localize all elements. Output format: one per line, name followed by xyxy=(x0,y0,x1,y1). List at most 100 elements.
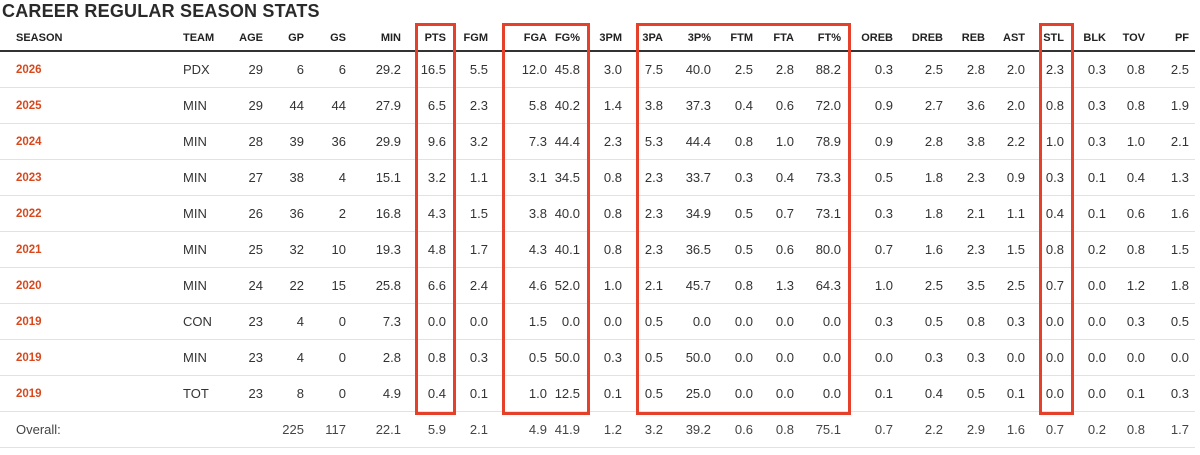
stat-cell: MIN xyxy=(170,267,230,304)
column-header: 3PA xyxy=(628,26,669,52)
stat-cell: 0.7 xyxy=(1031,267,1070,304)
stat-cell: 0.8 xyxy=(1031,231,1070,268)
stat-cell: 5.3 xyxy=(628,123,669,160)
stat-cell: TOT xyxy=(170,375,230,412)
stat-cell: 10 xyxy=(310,231,352,268)
stat-cell: 37.3 xyxy=(669,87,717,124)
total-cell: 3.2 xyxy=(628,411,669,448)
stat-cell: 2.4 xyxy=(452,267,494,304)
stat-cell: 1.5 xyxy=(1151,231,1195,268)
stat-cell: 7.3 xyxy=(352,303,407,340)
column-header: AST xyxy=(991,26,1031,52)
column-header: REB xyxy=(949,26,991,52)
stat-cell: 1.0 xyxy=(1112,123,1151,160)
stat-cell: 0.8 xyxy=(407,339,452,376)
column-header: GS xyxy=(310,26,352,52)
stat-cell: MIN xyxy=(170,195,230,232)
column-header: PF xyxy=(1151,26,1195,52)
stat-cell: 0.9 xyxy=(847,123,899,160)
total-cell: 22.1 xyxy=(352,411,407,448)
stat-cell: 0.3 xyxy=(717,159,759,196)
stat-cell: 45.7 xyxy=(669,267,717,304)
stat-cell: 44 xyxy=(269,87,310,124)
stat-cell: 29 xyxy=(230,51,269,88)
stat-cell: 0.0 xyxy=(717,303,759,340)
total-cell: 0.2 xyxy=(1070,411,1112,448)
stat-cell: 0.0 xyxy=(1151,339,1195,376)
season-cell: 2022 xyxy=(0,195,170,232)
stat-cell: 4 xyxy=(310,159,352,196)
stat-cell: 2.5 xyxy=(991,267,1031,304)
stat-cell: 0.5 xyxy=(949,375,991,412)
stat-cell: 0.0 xyxy=(991,339,1031,376)
total-cell: 1.6 xyxy=(991,411,1031,448)
stat-cell: 0.1 xyxy=(452,375,494,412)
stat-cell: 0.7 xyxy=(759,195,800,232)
total-row: Overall: 225 117 22.1 5.9 2.1 4.9 41.9 1.2 3.2 39.… xyxy=(0,411,1195,448)
stat-cell: 7.5 xyxy=(628,51,669,88)
column-header: TOV xyxy=(1112,26,1151,52)
stat-cell: 40.0 xyxy=(553,195,586,232)
stat-cell: 0.3 xyxy=(1070,51,1112,88)
stat-cell: 2.8 xyxy=(949,51,991,88)
stat-cell: 44 xyxy=(310,87,352,124)
stat-cell: 1.1 xyxy=(452,159,494,196)
stat-cell: 0.5 xyxy=(717,195,759,232)
stat-cell: 1.9 xyxy=(1151,87,1195,124)
stat-cell: MIN xyxy=(170,87,230,124)
stat-cell: 0 xyxy=(310,303,352,340)
total-cell xyxy=(230,411,269,448)
stat-cell: 6.6 xyxy=(407,267,452,304)
stat-cell: 1.3 xyxy=(1151,159,1195,196)
stat-cell: 0.0 xyxy=(1070,303,1112,340)
stat-cell: 1.0 xyxy=(586,267,628,304)
stat-cell: 4.9 xyxy=(352,375,407,412)
stat-cell: 0.3 xyxy=(847,303,899,340)
stat-cell: 0.0 xyxy=(847,339,899,376)
column-header: FTA xyxy=(759,26,800,52)
total-cell: 75.1 xyxy=(800,411,847,448)
stat-cell: 3.2 xyxy=(407,159,452,196)
stat-cell: 2.8 xyxy=(759,51,800,88)
stat-cell: 0.9 xyxy=(991,159,1031,196)
stat-cell: 0.4 xyxy=(1112,159,1151,196)
stat-cell: 0.0 xyxy=(1112,339,1151,376)
stat-cell: 0.5 xyxy=(1151,303,1195,340)
total-cell: 0.8 xyxy=(1112,411,1151,448)
total-cell: 0.8 xyxy=(759,411,800,448)
stat-cell: 0.8 xyxy=(1112,51,1151,88)
stat-cell: 2.3 xyxy=(628,231,669,268)
column-header: STL xyxy=(1031,26,1070,52)
stat-cell: 8 xyxy=(269,375,310,412)
stat-cell: 2.8 xyxy=(352,339,407,376)
stat-cell: 73.3 xyxy=(800,159,847,196)
stat-cell: 50.0 xyxy=(669,339,717,376)
stat-cell: 0.4 xyxy=(899,375,949,412)
stat-cell: 0.8 xyxy=(586,159,628,196)
stat-cell: 2.0 xyxy=(991,87,1031,124)
column-header: AGE xyxy=(230,26,269,52)
stat-cell: 0.0 xyxy=(1070,339,1112,376)
stat-cell: 44.4 xyxy=(669,123,717,160)
stat-cell: 0.3 xyxy=(1070,123,1112,160)
stat-cell: 80.0 xyxy=(800,231,847,268)
total-cell: 225 xyxy=(269,411,310,448)
stat-cell: 0.6 xyxy=(759,231,800,268)
stat-cell: 23 xyxy=(230,303,269,340)
stat-cell: 3.8 xyxy=(628,87,669,124)
stat-cell: 0.3 xyxy=(1112,303,1151,340)
stat-cell: 0.3 xyxy=(949,339,991,376)
column-header: 3P% xyxy=(669,26,717,52)
stat-cell: 0.2 xyxy=(1070,231,1112,268)
stat-cell: 0.3 xyxy=(847,195,899,232)
season-cell: 2021 xyxy=(0,231,170,268)
total-cell: 117 xyxy=(310,411,352,448)
stat-cell: 0.3 xyxy=(1031,159,1070,196)
stat-cell: CON xyxy=(170,303,230,340)
stat-cell: 34.9 xyxy=(669,195,717,232)
stat-cell: 34.5 xyxy=(553,159,586,196)
season-cell: 2024 xyxy=(0,123,170,160)
stat-cell: 3.5 xyxy=(949,267,991,304)
column-header: BLK xyxy=(1070,26,1112,52)
